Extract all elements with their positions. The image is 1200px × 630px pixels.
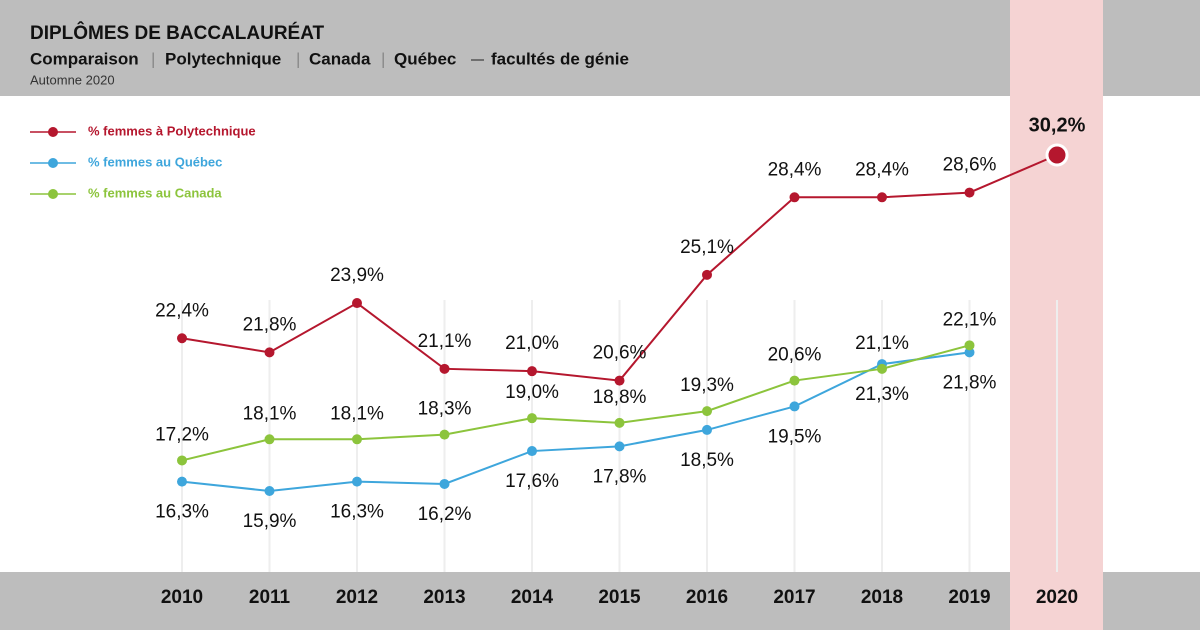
subtitle: Québec [394, 49, 456, 68]
legend-marker [48, 158, 58, 168]
data-label: 30,2% [1029, 114, 1086, 136]
separator: | [296, 49, 300, 68]
separator: | [151, 49, 155, 68]
data-point [702, 269, 712, 280]
data-point [527, 366, 537, 377]
data-label: 18,1% [330, 403, 384, 424]
data-label: 19,5% [768, 426, 822, 447]
x-tick-label: 2011 [249, 587, 291, 608]
data-label: 15,9% [243, 511, 297, 532]
data-point [789, 401, 800, 412]
x-tick-label: 2013 [423, 587, 465, 608]
data-point [789, 192, 800, 203]
subtitle: Canada [309, 49, 371, 68]
subtitle: facultés de génie [491, 49, 629, 68]
data-point [1045, 143, 1069, 167]
data-point [527, 413, 537, 424]
data-label: 16,3% [330, 502, 384, 523]
data-point [702, 406, 712, 417]
data-label: 21,0% [505, 333, 559, 354]
x-tick-label: 2017 [773, 587, 815, 608]
data-point [264, 347, 275, 358]
data-label: 21,8% [243, 314, 297, 335]
x-tick-label: 2016 [686, 587, 728, 608]
data-label: 28,4% [855, 159, 909, 180]
data-point [964, 340, 975, 351]
data-point [702, 424, 712, 435]
data-label: 18,8% [593, 387, 647, 408]
data-label: 21,8% [943, 372, 997, 393]
data-point [439, 429, 450, 440]
legend-marker [48, 189, 58, 199]
data-point [877, 363, 887, 374]
footer-band [0, 572, 1200, 630]
data-label: 28,6% [943, 155, 997, 176]
data-point [527, 446, 537, 457]
data-point [614, 375, 625, 386]
series-line [181, 344, 970, 462]
data-label: 18,1% [243, 403, 297, 424]
data-point [614, 417, 625, 428]
x-tick-label: 2019 [948, 587, 990, 608]
data-label: 17,2% [155, 424, 209, 445]
data-label: 19,3% [680, 375, 734, 396]
data-label: 16,2% [418, 504, 472, 525]
x-tick-label: 2020 [1036, 587, 1078, 608]
data-label: 25,1% [680, 237, 734, 258]
subtitle: Polytechnique [165, 49, 281, 68]
data-label: 21,1% [855, 333, 909, 354]
data-label: 28,4% [768, 159, 822, 180]
separator: | [381, 49, 385, 68]
data-label: 21,3% [855, 384, 909, 405]
series-line [181, 351, 970, 493]
data-label: 20,6% [593, 343, 647, 364]
data-point [614, 441, 625, 452]
data-label: 19,0% [505, 382, 559, 403]
data-label: 22,1% [943, 309, 997, 330]
chart-title: DIPLÔMES DE BACCALAURÉAT [30, 22, 325, 44]
data-label: 16,3% [155, 502, 209, 523]
data-point [177, 455, 187, 466]
data-label: 21,1% [418, 331, 472, 352]
data-point [964, 347, 975, 358]
data-point [352, 298, 362, 309]
data-point [439, 363, 450, 374]
x-tick-label: 2018 [861, 587, 903, 608]
subtitle: Comparaison [30, 49, 139, 68]
legend-label: % femmes au Canada [88, 185, 222, 200]
data-point [352, 434, 362, 445]
data-point [789, 375, 800, 386]
x-tick-label: 2014 [511, 587, 554, 608]
data-label: 17,8% [593, 466, 647, 487]
legend-label: % femmes au Québec [88, 154, 222, 169]
data-point [877, 192, 887, 203]
data-point [352, 476, 362, 487]
data-point [177, 476, 187, 487]
data-label: 20,6% [768, 345, 822, 366]
data-point [264, 434, 275, 445]
x-tick-label: 2015 [598, 587, 641, 608]
data-label: 17,6% [505, 471, 559, 492]
data-point [177, 333, 187, 344]
data-label: 18,5% [680, 450, 734, 471]
data-label: 18,3% [418, 399, 472, 420]
data-point [964, 187, 975, 198]
header-band [0, 0, 1200, 96]
note: Automne 2020 [30, 72, 115, 87]
data-point [439, 478, 450, 489]
x-tick-label: 2012 [336, 587, 378, 608]
legend-marker [48, 127, 58, 137]
data-label: 23,9% [330, 265, 384, 286]
data-point [264, 486, 275, 496]
legend-label: % femmes à Polytechnique [88, 123, 256, 138]
data-label: 22,4% [155, 300, 209, 321]
x-tick-label: 2010 [161, 587, 203, 608]
